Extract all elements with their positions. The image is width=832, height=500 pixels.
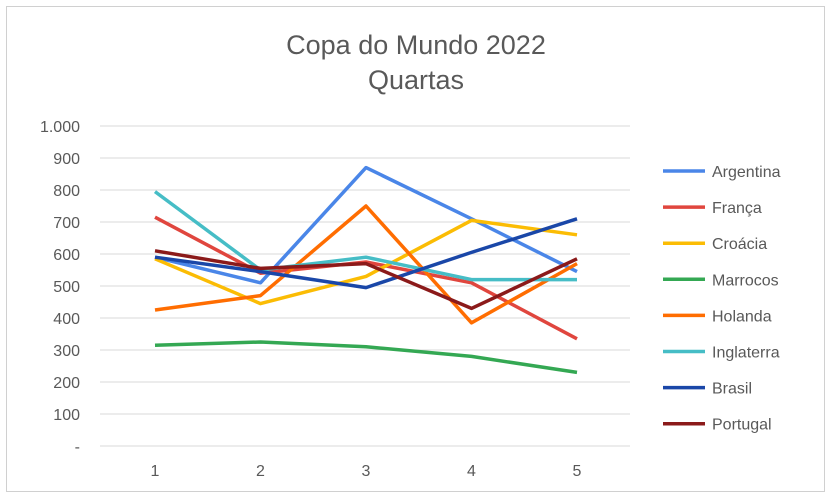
legend-label: Marrocos	[712, 272, 779, 289]
series-line-argentina	[154, 165, 578, 285]
y-tick-label: 600	[53, 247, 80, 264]
y-tick-label: 900	[53, 151, 80, 168]
chart-subtitle: Quartas	[368, 65, 464, 95]
legend-label: Brasil	[712, 381, 752, 398]
y-tick-label: 500	[53, 279, 80, 296]
x-tick-label: 2	[256, 463, 265, 480]
series-line-holanda	[154, 204, 578, 325]
series-line-inglaterra	[153, 190, 577, 282]
series-line-croácia	[154, 218, 578, 306]
y-tick-label: 1.000	[40, 119, 80, 136]
legend-label: Argentina	[712, 164, 781, 181]
chart-title: Copa do Mundo 2022	[286, 30, 546, 60]
x-tick-label: 1	[151, 463, 160, 480]
y-tick-label: 200	[53, 375, 80, 392]
x-tick-label: 5	[573, 463, 582, 480]
y-tick-label: -	[75, 439, 80, 456]
chart-frame	[6, 6, 825, 492]
x-tick-label: 3	[362, 463, 371, 480]
series-line-marrocos	[154, 340, 578, 375]
legend-label: Inglaterra	[712, 345, 780, 362]
series-line-portugal	[154, 249, 578, 311]
legend-label: Holanda	[712, 308, 772, 325]
y-tick-label: 700	[53, 215, 80, 232]
legend-label: França	[712, 200, 762, 217]
y-tick-label: 400	[53, 311, 80, 328]
legend-label: Portugal	[712, 417, 772, 434]
y-tick-label: 300	[53, 343, 80, 360]
y-tick-label: 100	[53, 407, 80, 424]
series-line-brasil	[154, 217, 578, 290]
y-tick-label: 800	[53, 183, 80, 200]
legend-label: Croácia	[712, 236, 767, 253]
x-tick-label: 4	[467, 463, 476, 480]
